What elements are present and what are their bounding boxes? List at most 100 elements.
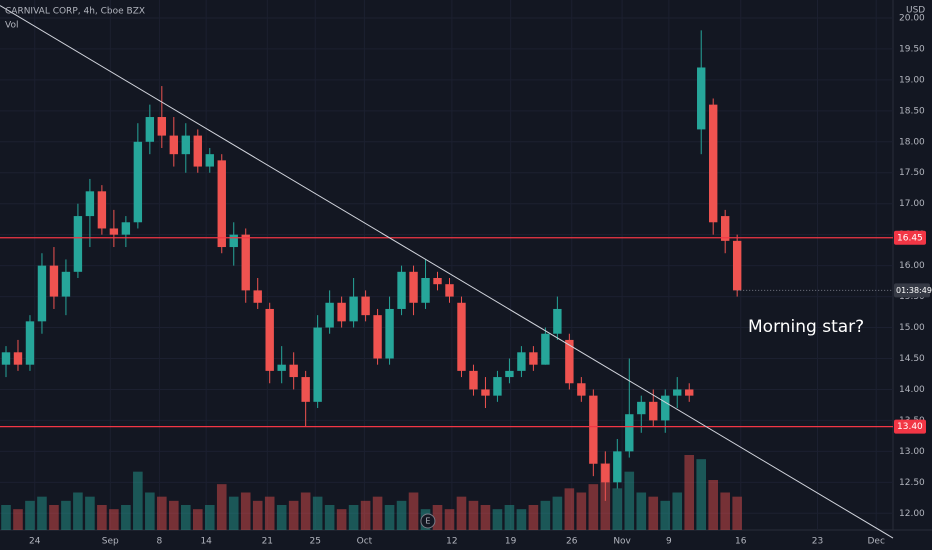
candle-body bbox=[49, 265, 59, 297]
earnings-marker bbox=[420, 513, 436, 529]
volume-bar bbox=[240, 492, 251, 530]
indicator-label: Vol bbox=[5, 21, 18, 31]
countdown-tag bbox=[894, 283, 930, 298]
y-tick-label: 14.00 bbox=[899, 385, 925, 395]
volume-bar bbox=[396, 500, 407, 530]
volume-bar bbox=[624, 471, 635, 530]
currency-label: USD bbox=[906, 6, 925, 16]
volume-bar bbox=[336, 509, 347, 530]
x-tick-label: 8 bbox=[157, 537, 163, 547]
candle-body bbox=[589, 395, 598, 464]
candle-body bbox=[720, 216, 730, 241]
volume-bar bbox=[192, 509, 203, 530]
volume-bar bbox=[504, 505, 515, 530]
y-tick-label: 19.50 bbox=[899, 44, 925, 54]
x-tick-label: 21 bbox=[262, 537, 273, 547]
volume-bar bbox=[576, 492, 587, 530]
candle-body bbox=[1, 352, 11, 365]
candle-body bbox=[253, 290, 262, 303]
volume-bar bbox=[85, 496, 95, 530]
x-tick-label: 16 bbox=[735, 537, 747, 547]
candle-body bbox=[565, 339, 574, 384]
volume-bar bbox=[1, 505, 11, 530]
candle-body bbox=[61, 271, 71, 297]
volume-bar bbox=[169, 500, 179, 530]
y-tick-label: 15.00 bbox=[899, 323, 925, 333]
volume-bar bbox=[480, 505, 491, 530]
candle-body bbox=[13, 352, 23, 365]
y-tick-label: 20.00 bbox=[899, 13, 925, 23]
candle-body bbox=[229, 234, 238, 248]
candle-body bbox=[457, 302, 466, 371]
volume-bar bbox=[13, 509, 23, 530]
chart-title: CARNIVAL CORP, 4h, Cboe BZX bbox=[5, 7, 145, 17]
candle-body bbox=[505, 370, 514, 378]
candle-body bbox=[649, 401, 658, 421]
candle-body bbox=[673, 389, 682, 396]
x-tick-label: 14 bbox=[200, 537, 212, 547]
candle-body bbox=[613, 451, 622, 483]
volume-bar bbox=[252, 500, 263, 530]
volume-bar bbox=[145, 492, 155, 530]
volume-bar bbox=[61, 500, 71, 530]
volume-bar bbox=[732, 496, 742, 530]
candle-body bbox=[601, 463, 610, 483]
volume-bar bbox=[300, 492, 311, 530]
volume-bar bbox=[672, 492, 683, 530]
volume-bar bbox=[696, 459, 707, 530]
candle-body bbox=[493, 377, 502, 396]
candle-body bbox=[325, 302, 334, 328]
volume-bar bbox=[492, 509, 503, 530]
x-tick-label: Nov bbox=[613, 537, 631, 547]
y-tick-label: 17.00 bbox=[899, 199, 925, 209]
candle-body bbox=[577, 383, 586, 396]
volume-bar bbox=[264, 496, 275, 530]
candle-body bbox=[25, 321, 35, 365]
y-tick-label: 12.00 bbox=[899, 509, 925, 519]
candle-body bbox=[361, 296, 370, 316]
candle-body bbox=[121, 222, 131, 235]
volume-bar bbox=[708, 480, 718, 530]
volume-bar bbox=[288, 500, 299, 530]
y-tick-label: 14.50 bbox=[899, 354, 925, 364]
y-tick-label: 13.00 bbox=[899, 447, 925, 457]
candle-body bbox=[289, 364, 298, 378]
candle-body bbox=[433, 278, 442, 285]
volume-bar bbox=[324, 505, 335, 530]
volume-bar bbox=[408, 492, 419, 530]
volume-bar bbox=[528, 505, 539, 530]
candle-body bbox=[445, 284, 454, 297]
volume-bar bbox=[73, 492, 83, 530]
x-tick-label: Sep bbox=[102, 537, 119, 547]
annotation: Morning star? bbox=[748, 317, 864, 337]
candle-body bbox=[661, 395, 670, 421]
x-tick-label: 9 bbox=[666, 537, 672, 547]
volume-bar bbox=[312, 496, 323, 530]
price-tag bbox=[894, 230, 926, 245]
volume-bar bbox=[157, 496, 167, 530]
volume-bar bbox=[612, 488, 623, 530]
volume-bar bbox=[636, 492, 647, 530]
x-tick-label: 12 bbox=[446, 537, 457, 547]
candle-body bbox=[277, 364, 286, 371]
volume-bar bbox=[540, 500, 551, 530]
candle-body bbox=[205, 154, 214, 167]
candle-body bbox=[625, 414, 634, 452]
volume-bar bbox=[588, 484, 599, 530]
volume-bar bbox=[37, 496, 47, 530]
volume-bar bbox=[109, 509, 119, 530]
volume-bar bbox=[204, 505, 215, 530]
y-tick-label: 16.00 bbox=[899, 261, 925, 271]
volume-bar bbox=[228, 496, 239, 530]
candle-body bbox=[385, 308, 394, 359]
volume-bar bbox=[684, 455, 695, 530]
volume-bar bbox=[133, 471, 143, 530]
candle-body bbox=[709, 104, 718, 223]
volume-bar bbox=[444, 509, 455, 530]
candle-body bbox=[313, 327, 322, 402]
price-tag-label: 16.45 bbox=[897, 233, 923, 243]
candle-body bbox=[409, 271, 418, 303]
candle-body bbox=[541, 333, 550, 365]
candle-body bbox=[373, 315, 382, 359]
